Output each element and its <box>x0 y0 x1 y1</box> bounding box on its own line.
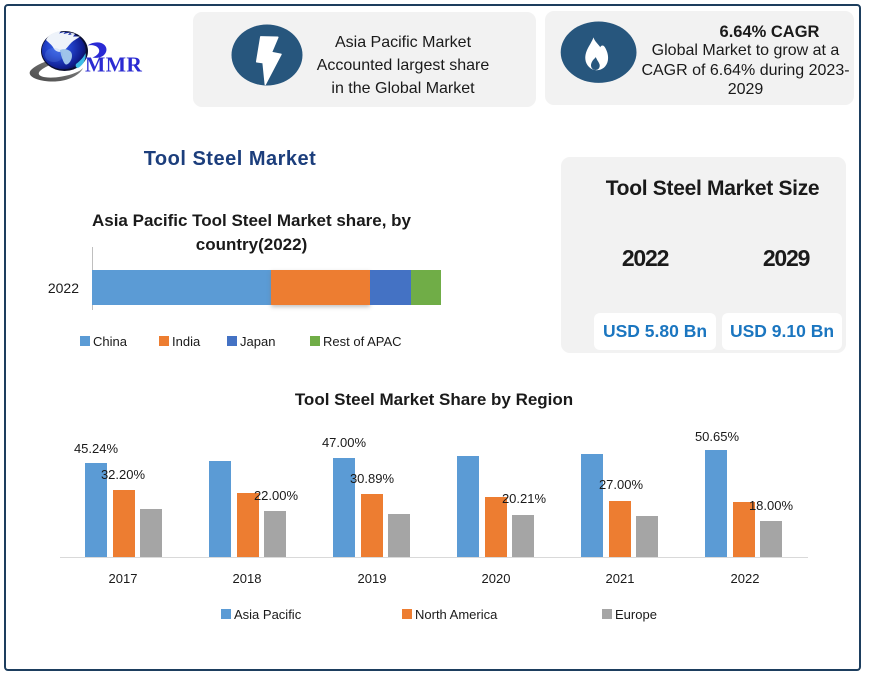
svg-text:MMR: MMR <box>85 53 142 77</box>
